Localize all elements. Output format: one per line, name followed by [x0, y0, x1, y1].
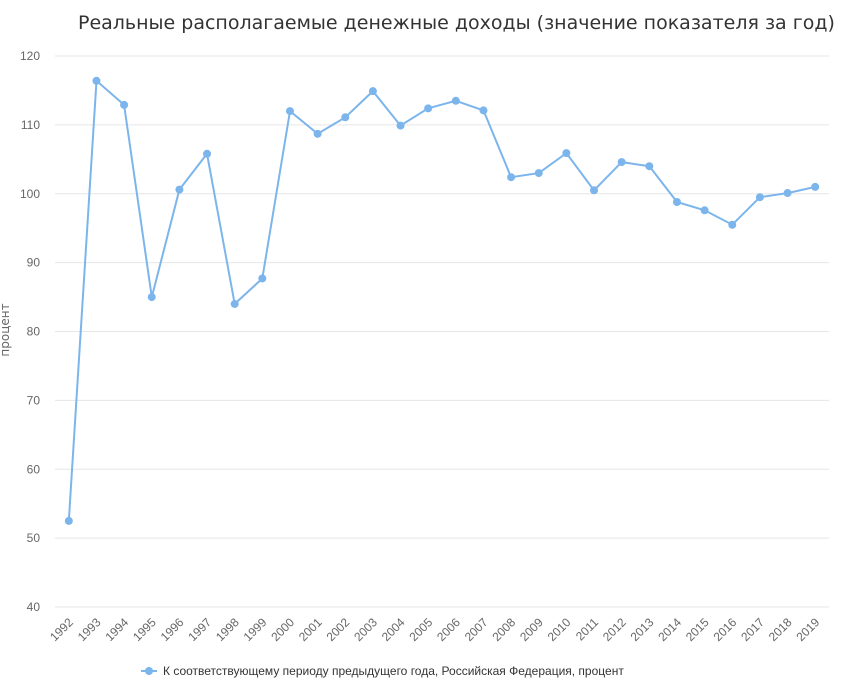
x-tick-label: 2006 [434, 615, 463, 644]
data-point[interactable] [479, 106, 488, 115]
x-tick-label: 1996 [158, 615, 187, 644]
x-tick-label: 2015 [683, 615, 712, 644]
data-point[interactable] [728, 220, 737, 229]
x-tick-label: 1994 [102, 615, 131, 644]
x-tick-label: 2011 [573, 615, 601, 643]
data-point[interactable] [368, 87, 377, 96]
data-point[interactable] [175, 185, 184, 194]
data-point[interactable] [313, 129, 322, 138]
x-tick-label: 1998 [213, 615, 242, 644]
data-point[interactable] [755, 193, 764, 202]
data-point[interactable] [203, 149, 212, 158]
x-tick-label: 1992 [47, 615, 76, 644]
data-point[interactable] [617, 158, 626, 167]
x-tick-label: 2000 [268, 615, 297, 644]
data-point[interactable] [451, 96, 460, 105]
y-tick-label: 90 [27, 256, 41, 270]
x-tick-label: 1995 [130, 615, 159, 644]
chart-title: Реальные располагаемые денежные доходы (… [78, 12, 835, 34]
y-tick-label: 70 [27, 393, 41, 407]
data-point[interactable] [230, 299, 239, 308]
grid-lines [55, 55, 829, 608]
x-axis-tick-labels: 1992199319941995199619971998199920002001… [47, 615, 822, 644]
y-tick-label: 40 [27, 600, 41, 614]
data-point[interactable] [341, 113, 350, 122]
y-tick-label: 120 [20, 49, 40, 63]
data-point[interactable] [120, 100, 129, 109]
legend-item[interactable]: К соответствующему периоду предыдущего г… [141, 664, 624, 678]
x-tick-label: 1999 [241, 615, 270, 644]
x-tick-label: 2016 [711, 615, 740, 644]
data-point[interactable] [147, 293, 156, 302]
data-point[interactable] [700, 206, 709, 215]
x-tick-label: 1993 [75, 615, 104, 644]
y-tick-label: 110 [21, 118, 40, 132]
x-tick-label: 2014 [655, 615, 684, 644]
data-point[interactable] [64, 516, 73, 525]
series-line[interactable] [67, 78, 816, 521]
data-point[interactable] [811, 182, 820, 191]
legend-series-marker-icon [141, 666, 157, 676]
data-point[interactable] [507, 173, 516, 182]
y-tick-label: 80 [27, 325, 41, 339]
y-axis-tick-labels: 40 50 60 70 80 90 100 110 120 [20, 49, 40, 614]
y-tick-label: 60 [27, 462, 41, 476]
y-tick-label: 100 [20, 187, 40, 201]
data-point[interactable] [285, 107, 294, 116]
x-tick-label: 2001 [296, 615, 325, 644]
series-layer [64, 76, 820, 525]
x-tick-label: 1997 [185, 615, 214, 644]
x-tick-label: 2002 [324, 615, 353, 644]
x-tick-label: 2009 [517, 615, 546, 644]
x-tick-label: 2010 [545, 615, 574, 644]
x-tick-label: 2005 [407, 615, 436, 644]
x-tick-label: 2018 [766, 615, 795, 644]
x-tick-label: 2004 [379, 615, 408, 644]
y-axis-title: процент [0, 303, 12, 356]
data-point[interactable] [562, 149, 571, 158]
data-point[interactable] [92, 76, 101, 85]
data-point[interactable] [645, 162, 654, 171]
x-tick-label: 2013 [628, 615, 657, 644]
x-tick-label: 2017 [738, 615, 767, 644]
data-point[interactable] [396, 121, 405, 130]
x-tick-label: 2007 [462, 615, 491, 644]
x-tick-label: 2012 [600, 615, 629, 644]
data-point[interactable] [424, 104, 433, 113]
legend-series-label: К соответствующему периоду предыдущего г… [163, 664, 624, 678]
data-point[interactable] [672, 198, 681, 207]
x-tick-label: 2008 [489, 615, 518, 644]
y-tick-label: 50 [27, 531, 41, 545]
data-point[interactable] [534, 169, 543, 178]
data-point[interactable] [783, 189, 792, 198]
x-tick-label: 2003 [351, 615, 380, 644]
data-point[interactable] [590, 186, 599, 195]
data-point[interactable] [258, 274, 267, 283]
x-tick-label: 2019 [794, 615, 823, 644]
